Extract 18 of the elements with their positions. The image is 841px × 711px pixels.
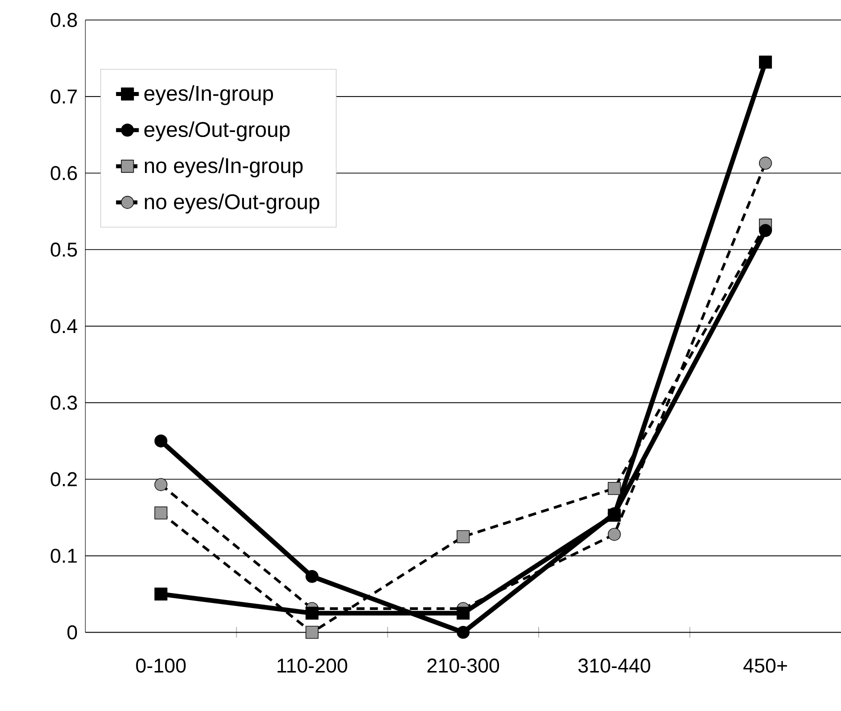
x-tick-label: 310-440: [578, 658, 650, 673]
y-tick-label: 0: [67, 625, 77, 640]
legend-label: no eyes/In-group: [144, 158, 303, 178]
y-tick-label: 0.2: [50, 472, 77, 486]
y-tick-label: 0.1: [50, 548, 77, 563]
x-tick-label: 210-300: [427, 658, 500, 673]
legend-label: eyes/In-group: [144, 85, 274, 106]
y-tick-label: 0.6: [50, 166, 77, 180]
x-tick-label: 110-200: [278, 658, 348, 673]
x-tick-label: 0-100: [136, 658, 186, 673]
y-tick-label: 0.7: [50, 89, 77, 104]
y-tick-label: 0.4: [50, 319, 78, 334]
legend-label: eyes/Out-group: [144, 121, 290, 142]
y-tick-label: 0.3: [50, 396, 77, 410]
x-tick-label: 450+: [743, 658, 787, 673]
legend-label: no eyes/Out-group: [144, 194, 320, 214]
y-tick-label: 0.8: [50, 12, 77, 28]
y-tick-label: 0.5: [50, 242, 77, 257]
